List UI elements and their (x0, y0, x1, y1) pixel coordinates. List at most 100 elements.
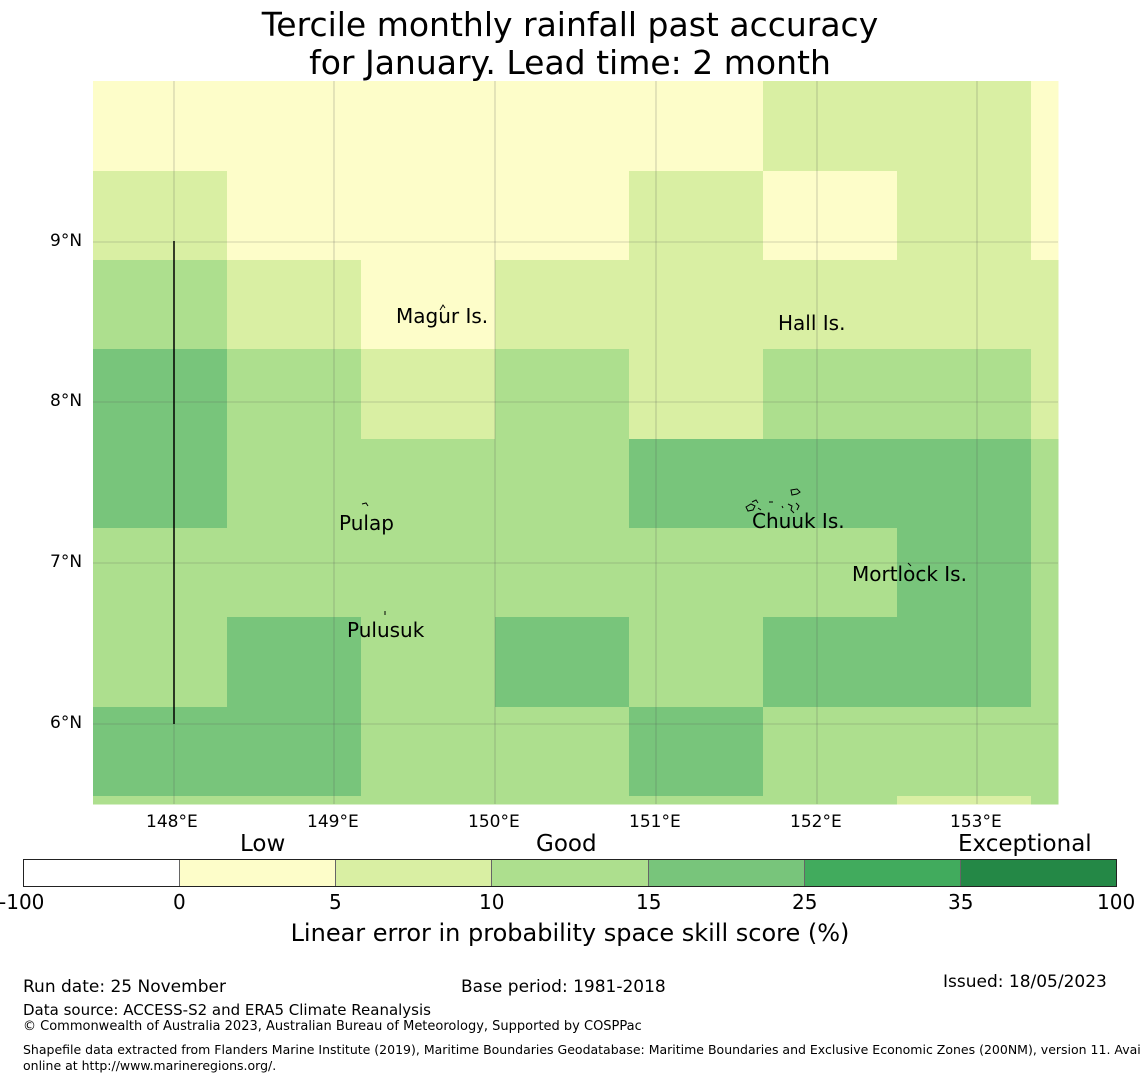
mortlock-island-outline (907, 562, 912, 567)
colorbar-segment (24, 860, 181, 886)
grid-cell (361, 528, 496, 618)
grid-cell (361, 707, 496, 797)
colorbar-segment (804, 860, 961, 886)
lat-label-7n: 7°N (50, 552, 83, 572)
grid-cell (1031, 439, 1059, 529)
pulap-island-outline (361, 502, 369, 507)
grid-cell (93, 260, 228, 350)
grid-cell (93, 171, 228, 261)
lon-label-153e: 153°E (950, 812, 1002, 832)
grid-cell (763, 260, 898, 350)
lon-label-151e: 151°E (629, 812, 681, 832)
grid-cell (495, 707, 630, 797)
grid-cell (629, 260, 764, 350)
place-label-hall: Hall Is. (778, 311, 846, 335)
colorbar-tick: 5 (329, 890, 342, 914)
colorbar-segment (960, 860, 1116, 886)
island-outlines (361, 304, 912, 615)
grid-cell (495, 81, 630, 172)
grid-cell (93, 617, 228, 708)
grid-cell (1031, 528, 1059, 618)
grid-cell (495, 796, 630, 805)
colorbar (23, 859, 1117, 887)
base-period: Base period: 1981-2018 (461, 977, 666, 997)
grid-cell (897, 796, 1031, 804)
grid-cell (93, 528, 228, 618)
data-source: Data source: ACCESS-S2 and ERA5 Climate … (23, 1001, 431, 1019)
grid-cell (361, 796, 496, 805)
colorbar-segment (336, 860, 493, 886)
run-date: Run date: 25 November (23, 977, 226, 997)
grid-cell (227, 349, 362, 440)
place-label-chuuk: Chuuk Is. (752, 509, 845, 533)
colorbar-tick: 100 (1097, 890, 1136, 914)
magur-island-outline (439, 304, 446, 311)
grid-cell (763, 349, 898, 440)
colorbar-label: Linear error in probability space skill … (290, 919, 850, 947)
grid-cell (361, 439, 496, 529)
grid-cell (227, 617, 362, 708)
grid-cell (361, 349, 496, 440)
grid-cell (495, 260, 630, 350)
colorbar-tick: 15 (636, 890, 662, 914)
grid-cell (897, 528, 1032, 618)
grid-cell (227, 796, 362, 805)
grid-cell (629, 707, 764, 797)
lat-label-8n: 8°N (50, 391, 83, 411)
colorbar-tick: 25 (792, 890, 818, 914)
grid-cell (361, 171, 496, 261)
lat-label-6n: 6°N (50, 713, 83, 733)
grid-cell (1031, 617, 1059, 708)
issued-date: Issued: 18/05/2023 (943, 972, 1107, 992)
colorbar-segment (648, 860, 805, 886)
grid-cell (629, 439, 764, 529)
colorbar-tick: -100 (0, 890, 45, 914)
grid-cell (897, 260, 1032, 350)
grid-cell (361, 617, 496, 708)
colorbar-category-good: Good (536, 831, 597, 857)
grid-cell (1031, 171, 1059, 261)
shapefile-credit-line1: Shapefile data extracted from Flanders M… (23, 1042, 1140, 1057)
grid-cell (897, 81, 1032, 172)
grid-cell (763, 81, 898, 172)
grid-cell (227, 439, 362, 529)
grid-cell (1031, 81, 1059, 172)
grid-cell (763, 528, 898, 618)
grid-cell (629, 796, 764, 805)
grid-cell (495, 171, 630, 261)
chuuk-islands-outline (745, 488, 801, 514)
map-title-line2: for January. Lead time: 2 month (309, 43, 831, 82)
place-label-mortlock: Mortlock Is. (852, 562, 967, 586)
grid-cell (227, 528, 362, 618)
grid-cell (495, 349, 630, 440)
grid-cell (227, 707, 362, 797)
grid-cell (495, 439, 630, 529)
grid-cell (629, 617, 764, 708)
colorbar-segment (180, 860, 337, 886)
colorbar-tick: 10 (479, 890, 505, 914)
grid-cell (897, 707, 1032, 797)
shapefile-credit-line2: online at http://www.marineregions.org/. (23, 1058, 277, 1073)
colorbar-tick: 0 (173, 890, 186, 914)
grid-cell (897, 439, 1032, 529)
grid-cell (1031, 349, 1059, 440)
grid-cell (629, 349, 764, 440)
grid-cell (763, 439, 898, 529)
grid-cell (897, 171, 1032, 261)
map-title-line1: Tercile monthly rainfall past accuracy (261, 5, 879, 44)
colorbar-category-exceptional: Exceptional (958, 831, 1092, 857)
place-label-magur: Magur Is. (396, 304, 489, 328)
grid-cell (1031, 796, 1059, 805)
grid-cell (495, 528, 630, 618)
grid-cell (629, 81, 764, 172)
grid-cell (763, 617, 898, 708)
grid-cell (227, 260, 362, 350)
place-label-pulap: Pulap (339, 511, 394, 535)
grid-cell (763, 171, 898, 261)
grid-cell (629, 528, 764, 618)
grid-cell (361, 81, 496, 172)
grid-cell (897, 617, 1032, 708)
colorbar-category-low: Low (240, 831, 286, 857)
grid-cell (897, 349, 1032, 440)
grid-cell (93, 349, 228, 440)
